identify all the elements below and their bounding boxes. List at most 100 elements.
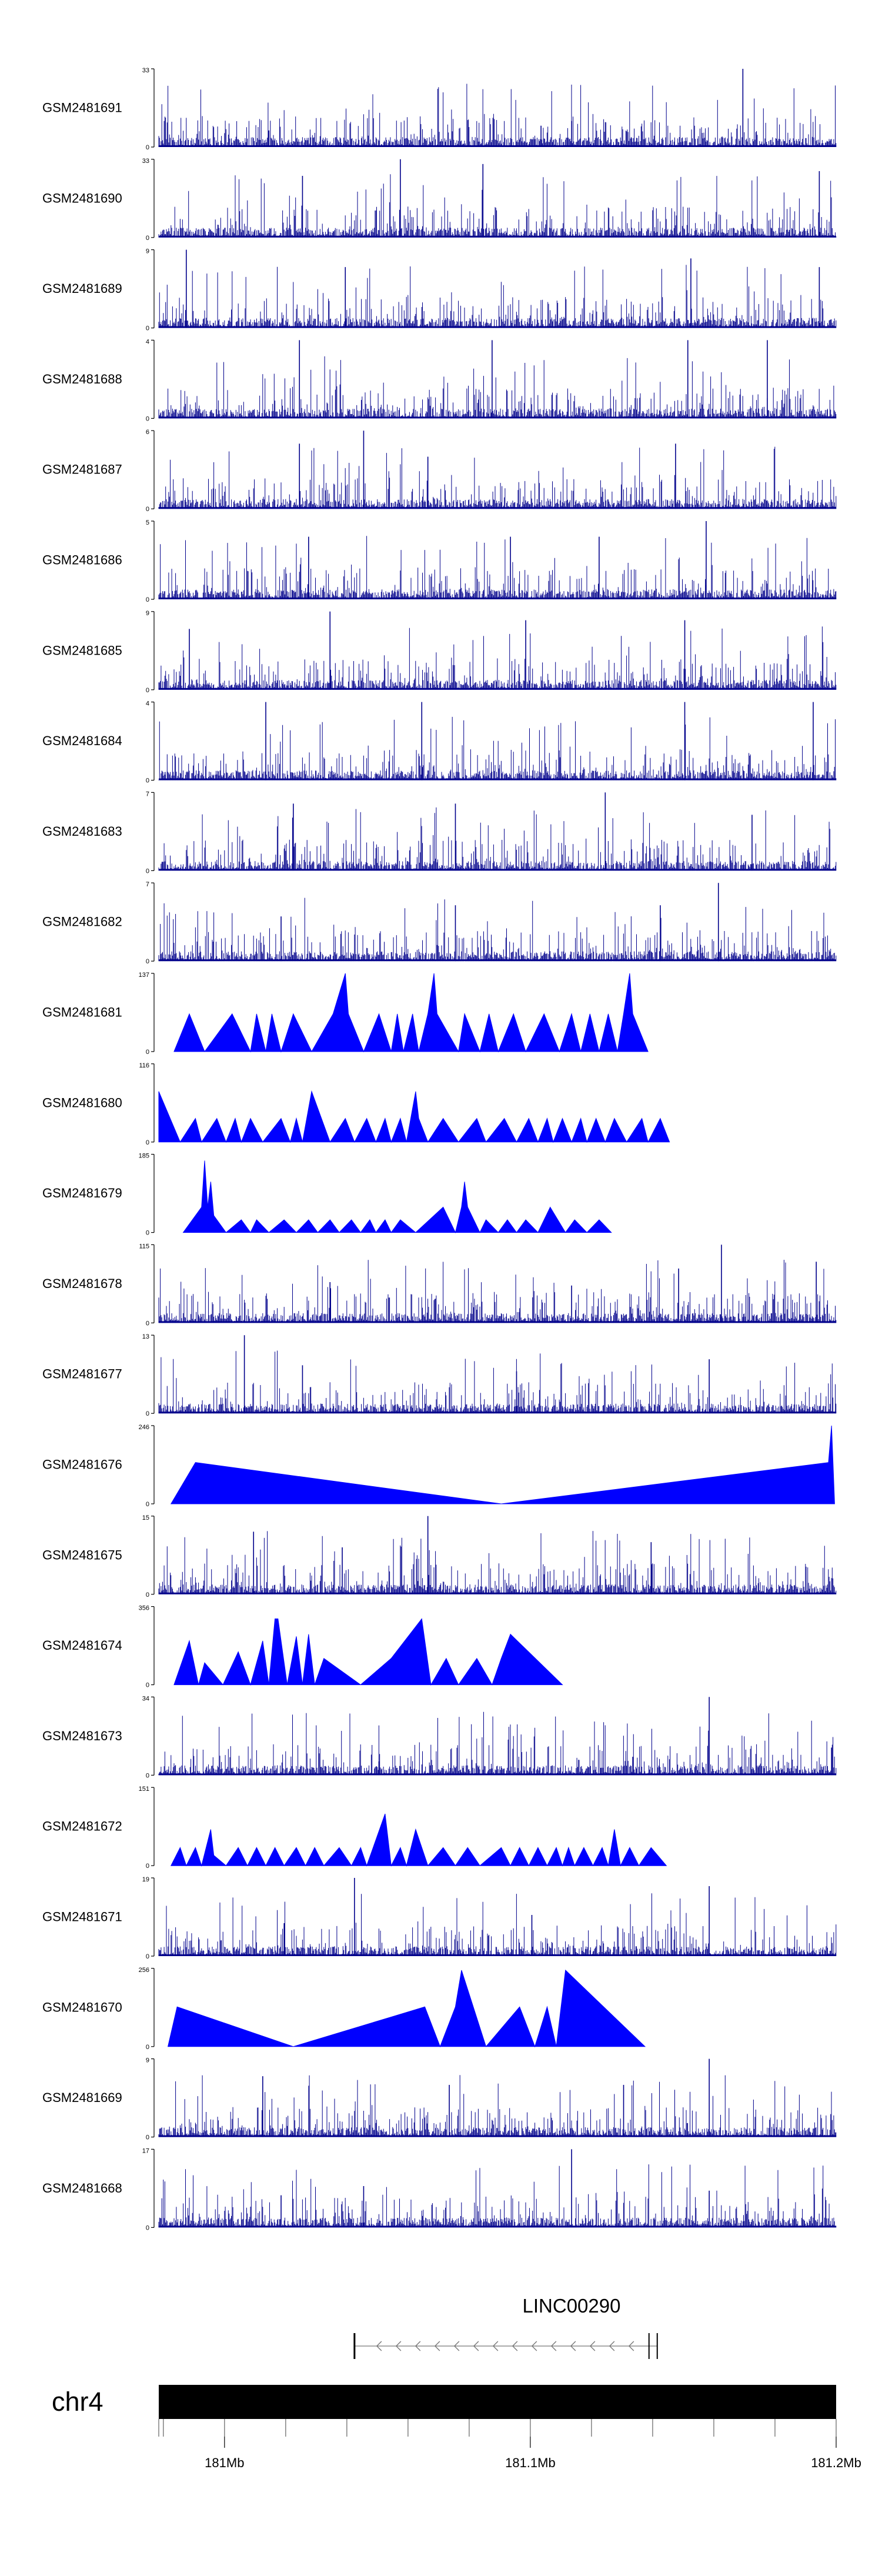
track-gsm2481685: GSM2481685 9 0 xyxy=(42,610,837,694)
data-tracks: GSM2481691330GSM2481690330GSM248168990GS… xyxy=(42,67,837,2231)
strand-arrow xyxy=(395,2341,402,2351)
y-axis-max-label: 116 xyxy=(139,1062,149,1069)
track-label: GSM2481682 xyxy=(42,915,122,929)
axis-tick-label: 181.1Mb xyxy=(505,2455,556,2470)
coverage-signal xyxy=(158,626,837,690)
coverage-area xyxy=(173,973,649,1053)
track-gsm2481678: GSM2481678 115 0 xyxy=(42,1243,837,1327)
y-axis-min-label: 0 xyxy=(146,1953,149,1960)
track-gsm2481673: GSM2481673 34 0 xyxy=(42,1695,837,1779)
coverage-signal xyxy=(158,1531,837,1594)
chromosome-axis: chr4 181Mb 181.1Mb 181.2Mb xyxy=(52,2385,861,2470)
track-gsm2481677: GSM2481677 13 0 xyxy=(42,1333,837,1417)
chromosome-bar xyxy=(159,2385,836,2419)
coverage-signal xyxy=(158,716,837,780)
axis-ticks: 181Mb 181.1Mb 181.2Mb xyxy=(158,2419,861,2470)
y-axis-min-label: 0 xyxy=(146,1772,149,1779)
track-label: GSM2481691 xyxy=(42,101,122,115)
coverage-signal xyxy=(158,1260,837,1323)
coverage-area xyxy=(158,1090,670,1143)
strand-arrow xyxy=(453,2341,460,2351)
track-label: GSM2481669 xyxy=(42,2090,122,2105)
track-label: GSM2481684 xyxy=(42,733,122,748)
gene-model-linc00290[interactable] xyxy=(353,2333,658,2359)
y-axis-min-label: 0 xyxy=(146,867,149,875)
y-axis-min-label: 0 xyxy=(146,235,149,242)
coverage-baseline xyxy=(159,1412,836,1414)
track-gsm2481668: GSM2481668 17 0 xyxy=(42,2147,837,2231)
coverage-signal xyxy=(158,446,837,509)
y-axis-max-label: 33 xyxy=(142,67,149,74)
y-axis-min-label: 0 xyxy=(146,596,149,603)
strand-arrow xyxy=(570,2341,576,2351)
track-label: GSM2481687 xyxy=(42,462,122,477)
strand-arrow xyxy=(628,2341,634,2351)
y-axis-min-label: 0 xyxy=(146,2044,149,2051)
y-axis-max-label: 9 xyxy=(146,610,149,617)
track-label: GSM2481678 xyxy=(42,1276,122,1291)
y-axis-min-label: 0 xyxy=(146,1863,149,1870)
y-axis-min-label: 0 xyxy=(146,1501,149,1508)
y-axis-max-label: 15 xyxy=(142,1514,149,1521)
y-axis-min-label: 0 xyxy=(146,1682,149,1689)
y-axis-min-label: 0 xyxy=(146,1049,149,1056)
coverage-signal xyxy=(158,2075,837,2137)
strand-arrow xyxy=(415,2341,421,2351)
strand-arrow xyxy=(512,2341,518,2351)
track-gsm2481682: GSM2481682 7 0 xyxy=(42,881,837,965)
strand-arrow xyxy=(531,2341,537,2351)
coverage-baseline xyxy=(159,416,836,419)
axis-tick-label: 181.2Mb xyxy=(811,2455,861,2470)
track-gsm2481688: GSM2481688 4 0 xyxy=(42,338,837,422)
coverage-baseline xyxy=(159,598,836,599)
chromosome-label: chr4 xyxy=(52,2387,103,2417)
y-axis-max-label: 17 xyxy=(142,2147,149,2154)
coverage-baseline xyxy=(159,869,836,871)
track-label: GSM2481668 xyxy=(42,2181,122,2195)
coverage-area xyxy=(170,1813,667,1867)
coverage-baseline xyxy=(159,959,836,962)
y-axis-max-label: 33 xyxy=(142,158,149,165)
y-axis-max-label: 5 xyxy=(146,519,149,526)
track-gsm2481680: GSM2481680 116 0 xyxy=(42,1062,670,1146)
track-gsm2481675: GSM2481675 15 0 xyxy=(42,1514,837,1599)
coverage-baseline xyxy=(159,1321,836,1323)
track-label: GSM2481670 xyxy=(42,2000,122,2014)
strand-arrow xyxy=(609,2341,615,2351)
track-label: GSM2481679 xyxy=(42,1186,122,1200)
y-axis-min-label: 0 xyxy=(146,2224,149,2231)
coverage-area xyxy=(167,1969,646,2048)
coverage-signal xyxy=(158,356,837,419)
coverage-signal xyxy=(158,897,837,962)
y-axis-min-label: 0 xyxy=(146,687,149,694)
track-gsm2481674: GSM2481674 356 0 xyxy=(42,1605,563,1689)
coverage-signal xyxy=(158,1893,837,1956)
y-axis-max-label: 137 xyxy=(139,972,149,979)
coverage-signal xyxy=(158,1711,837,1776)
coverage-baseline xyxy=(159,326,836,328)
track-label: GSM2481677 xyxy=(42,1367,122,1382)
y-axis-min-label: 0 xyxy=(146,958,149,965)
y-axis-min-label: 0 xyxy=(146,144,149,151)
track-label: GSM2481674 xyxy=(42,1638,122,1653)
y-axis-max-label: 9 xyxy=(146,248,149,255)
y-axis-min-label: 0 xyxy=(146,1139,149,1146)
track-gsm2481676: GSM2481676 246 0 xyxy=(42,1424,835,1508)
track-label: GSM2481675 xyxy=(42,1547,122,1562)
y-axis-max-label: 34 xyxy=(142,1695,149,1702)
y-axis-max-label: 356 xyxy=(139,1605,149,1612)
track-label: GSM2481673 xyxy=(42,1729,122,1743)
coverage-area xyxy=(170,1425,835,1504)
track-label: GSM2481680 xyxy=(42,1095,122,1110)
y-axis-min-label: 0 xyxy=(146,778,149,785)
y-axis-max-label: 7 xyxy=(146,790,149,798)
track-label: GSM2481672 xyxy=(42,1819,122,1834)
strand-arrow xyxy=(589,2341,596,2351)
coverage-baseline xyxy=(159,1954,836,1956)
track-gsm2481687: GSM2481687 6 0 xyxy=(42,429,837,513)
coverage-baseline xyxy=(159,2135,836,2137)
gene-label: LINC00290 xyxy=(523,2295,621,2317)
track-gsm2481672: GSM2481672 151 0 xyxy=(42,1786,667,1870)
y-axis-min-label: 0 xyxy=(146,1410,149,1417)
